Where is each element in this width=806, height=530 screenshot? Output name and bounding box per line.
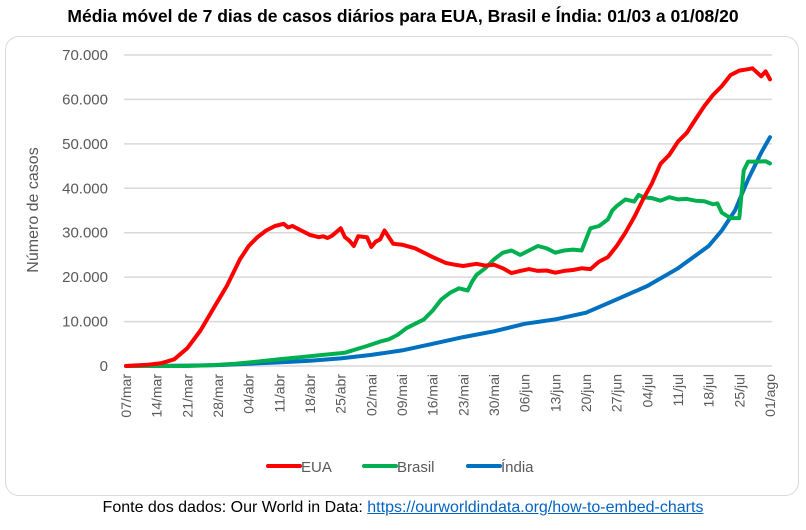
- series-line-eua: [124, 66, 772, 368]
- x-tick-label: 25/abr: [333, 374, 349, 414]
- legend-item: EUA: [266, 459, 332, 476]
- legend-label: EUA: [301, 459, 332, 476]
- legend-label: Brasil: [397, 459, 435, 476]
- source-link[interactable]: https://ourworldindata.org/how-to-embed-…: [367, 499, 704, 516]
- y-tick-label: 60.000: [62, 91, 108, 108]
- x-tick-label: 04/abr: [241, 374, 257, 414]
- x-tick-label: 30/mai: [486, 374, 502, 416]
- y-axis-label: Número de casos: [25, 147, 42, 272]
- y-tick-label: 30.000: [62, 225, 108, 242]
- y-tick-label: 50.000: [62, 136, 108, 153]
- x-tick-label: 09/mai: [394, 374, 410, 416]
- x-tick-label: 02/mai: [363, 374, 379, 416]
- x-tick-label: 18/jul: [701, 374, 717, 407]
- y-tick-label: 10.000: [62, 314, 108, 331]
- x-tick-label: 27/jun: [609, 374, 625, 412]
- y-tick-label: 40.000: [62, 180, 108, 197]
- x-tick-label: 25/jul: [731, 374, 747, 407]
- x-tick-label: 28/mar: [210, 374, 226, 418]
- x-tick-label: 04/jul: [639, 374, 655, 407]
- y-tick-labels: 0 10.000 20.000 30.000 40.000 50.000 60.000 70.…: [62, 47, 108, 375]
- x-tick-label: 14/mar: [149, 374, 165, 418]
- y-tick-label: 70.000: [62, 47, 108, 64]
- x-tick-label: 13/jun: [547, 374, 563, 412]
- source-note: Fonte dos dados: Our World in Data: http…: [0, 499, 806, 517]
- legend-item: Índia: [466, 459, 534, 476]
- y-tick-label: 0: [100, 358, 108, 375]
- series-line-brasil: [124, 159, 772, 368]
- chart-frame: [5, 36, 799, 496]
- x-tick-label: 21/mar: [179, 374, 195, 418]
- series-line-india: [124, 135, 772, 368]
- legend-item: Brasil: [362, 459, 435, 476]
- x-tick-labels: 07/mar 14/mar 21/mar 28/mar 04/abr 11/abr 18/a…: [118, 374, 778, 418]
- x-tick-label: 11/abr: [271, 374, 287, 413]
- gridlines: [124, 54, 772, 367]
- x-tick-label: 23/mai: [455, 374, 471, 416]
- x-tick-label: 20/jun: [578, 374, 594, 412]
- y-tick-label: 20.000: [62, 269, 108, 286]
- legend: EUA Brasil Índia: [266, 459, 534, 476]
- chart-title: Média móvel de 7 dias de casos diários p…: [67, 6, 739, 26]
- x-tick-label: 06/jun: [517, 374, 533, 412]
- x-tick-label: 01/ago: [762, 374, 778, 417]
- source-prefix: Fonte dos dados: Our World in Data:: [102, 499, 368, 516]
- x-tick-label: 16/mai: [425, 374, 441, 416]
- legend-label: Índia: [501, 459, 534, 476]
- x-tick-label: 07/mar: [118, 374, 134, 418]
- x-tick-label: 18/abr: [302, 374, 318, 414]
- x-tick-label: 11/jul: [670, 374, 686, 406]
- series-lines: [124, 66, 772, 368]
